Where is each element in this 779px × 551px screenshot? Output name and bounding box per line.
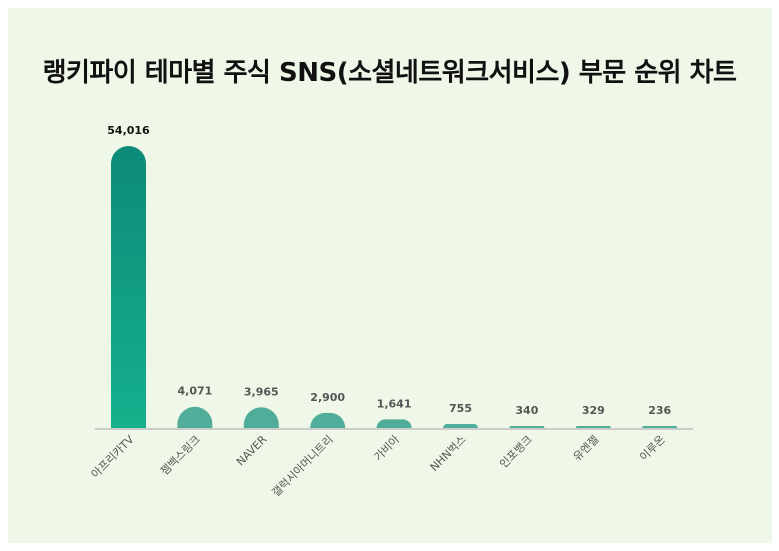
bar-3 xyxy=(310,412,346,428)
category-label-5: NHN벅스 xyxy=(428,433,469,474)
bar-4 xyxy=(376,419,412,428)
value-label-4: 1,641 xyxy=(377,397,412,410)
bar-0 xyxy=(111,146,146,428)
bar-7 xyxy=(575,426,611,428)
bar-6 xyxy=(509,426,545,428)
category-label-4: 가비아 xyxy=(372,433,403,464)
chart-title: 랭키파이 테마별 주식 SNS(소셜네트워크서비스) 부문 순위 차트 xyxy=(42,58,737,88)
value-label-0: 54,016 xyxy=(107,124,150,137)
bars-layer xyxy=(111,146,678,428)
value-label-3: 2,900 xyxy=(310,391,345,404)
value-label-2: 3,965 xyxy=(244,385,279,398)
value-label-7: 329 xyxy=(582,404,605,417)
category-label-1: 젬백스링크 xyxy=(158,433,203,478)
category-label-6: 인포뱅크 xyxy=(497,433,535,471)
value-label-5: 755 xyxy=(449,402,472,415)
labels-layer: 54,016 아프리카TV 4,071 젬백스링크 3,965 NAVER 2,900 갤럭시… xyxy=(89,124,672,499)
value-label-8: 236 xyxy=(648,404,671,417)
category-label-8: 이루온 xyxy=(637,433,668,464)
bar-8 xyxy=(642,426,678,428)
category-label-2: NAVER xyxy=(234,433,270,469)
category-label-3: 갤럭시아머니트리 xyxy=(269,433,335,499)
category-label-7: 유엔젤 xyxy=(571,433,602,464)
category-label-0: 아프리카TV xyxy=(89,433,137,481)
bar-2 xyxy=(243,407,279,428)
value-label-1: 4,071 xyxy=(178,385,213,398)
value-label-6: 340 xyxy=(515,404,538,417)
bar-5 xyxy=(443,424,478,428)
bar-1 xyxy=(177,406,213,428)
